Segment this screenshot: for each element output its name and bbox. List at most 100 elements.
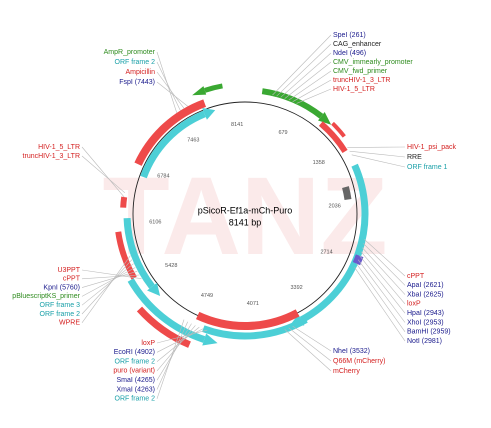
- ring-label: 2036: [329, 204, 341, 210]
- feature-label: ORF frame 2: [115, 396, 156, 403]
- leader-line: [288, 327, 332, 362]
- feature-label: cPPT: [63, 276, 81, 283]
- arrow-head: [318, 112, 332, 125]
- ring-label: 679: [278, 130, 287, 136]
- feature-arc: [299, 163, 369, 324]
- feature-label: Q66M (mCherry): [333, 358, 386, 365]
- feature-arc: [261, 88, 324, 119]
- leader-line: [156, 319, 185, 399]
- ring-label: 1358: [313, 160, 325, 166]
- leader-line: [81, 255, 131, 323]
- feature-label: ORF frame 2: [115, 358, 156, 365]
- feature-label: SpeI (261): [333, 32, 366, 39]
- ring-label: 3392: [290, 285, 302, 291]
- leader-line: [351, 154, 406, 168]
- feature-label: NdeI (496): [333, 50, 366, 57]
- feature-label: AmpR_promoter: [104, 49, 156, 56]
- feature-label: KpnI (5760): [43, 284, 80, 291]
- feature-label: ORF frame 1: [407, 164, 448, 171]
- feature-label: HIV-1_psi_pack: [407, 144, 457, 151]
- feature-label: Ampicillin: [125, 69, 155, 76]
- feature-arc: [331, 121, 346, 138]
- leader-line: [364, 239, 406, 277]
- leader-line: [81, 274, 140, 280]
- leader-line: [362, 247, 406, 295]
- ring-label: 4071: [247, 301, 259, 307]
- feature-arc: [352, 254, 364, 266]
- watermark: TANZ: [102, 155, 387, 278]
- feature-label: NheI (3532): [333, 348, 370, 355]
- feature-label: ORF frame 3: [40, 302, 81, 309]
- feature-arc: [195, 309, 300, 330]
- feature-label: loxP: [141, 340, 155, 347]
- feature-label: U3PPT: [57, 267, 80, 274]
- ring-label: 2714: [320, 249, 332, 255]
- feature-arc: [134, 99, 207, 166]
- ring-label: 6106: [149, 219, 161, 225]
- feature-arc: [342, 186, 352, 201]
- feature-label: XhoI (2953): [407, 319, 444, 326]
- feature-label: HIV-1_5_LTR: [333, 86, 375, 93]
- feature-label: CMV_fwd_primer: [333, 68, 388, 75]
- feature-label: CAG_enhancer: [333, 41, 382, 48]
- arrow-head: [202, 108, 216, 120]
- leader-line: [156, 321, 188, 390]
- leader-line: [363, 243, 406, 286]
- feature-arc: [127, 278, 206, 343]
- leader-line: [356, 263, 406, 332]
- leader-line: [357, 259, 406, 323]
- plasmid-name: pSicoR-Ef1a-mCh-Puro: [198, 205, 293, 215]
- feature-arc: [120, 196, 128, 208]
- arrow-head: [147, 282, 161, 296]
- leader-line: [156, 326, 200, 362]
- leader-line: [156, 328, 204, 353]
- arrow-head: [192, 86, 207, 96]
- feature-arc: [202, 316, 308, 340]
- ring-label: 6784: [157, 173, 169, 179]
- leader-line: [359, 255, 406, 314]
- leader-line: [156, 71, 185, 109]
- ring-label: 5428: [165, 263, 177, 269]
- leader-line: [354, 267, 406, 342]
- feature-label: ApaI (2621): [407, 282, 444, 289]
- feature-label: HpaI (2943): [407, 310, 444, 317]
- feature-arc: [140, 110, 206, 179]
- leader-line: [280, 52, 332, 98]
- feature-label: ORF frame 2: [115, 59, 156, 66]
- feature-label: truncHIV-1_3_LTR: [23, 153, 80, 160]
- feature-label: XmaI (4263): [116, 386, 155, 393]
- leader-line: [288, 70, 332, 101]
- leader-line: [81, 259, 133, 315]
- feature-label: HIV-1_5_LTR: [38, 144, 80, 151]
- arrow-head: [202, 333, 218, 346]
- leader-line: [81, 146, 125, 198]
- leader-line: [81, 267, 136, 297]
- leader-line: [81, 270, 138, 288]
- ring-label: 4749: [201, 293, 213, 299]
- leader-line: [276, 43, 332, 97]
- leader-line: [349, 150, 406, 158]
- leader-line: [284, 329, 332, 372]
- leader-line: [292, 79, 332, 102]
- feature-arc: [318, 121, 348, 154]
- feature-label: SmaI (4265): [116, 377, 155, 384]
- feature-label: EcoRI (4902): [114, 349, 155, 356]
- leader-line: [284, 61, 332, 99]
- leader-line: [156, 329, 208, 344]
- feature-label: pBluescriptKS_primer: [12, 293, 80, 300]
- feature-label: puro (variant): [113, 368, 155, 375]
- feature-label: truncHIV-1_3_LTR: [333, 77, 390, 84]
- leader-line: [156, 61, 181, 111]
- leader-line: [81, 269, 142, 279]
- leader-line: [156, 81, 188, 107]
- feature-label: NotI (2981): [407, 338, 442, 345]
- feature-label: BamHI (2959): [407, 329, 451, 336]
- feature-arc: [136, 306, 191, 348]
- feature-label: mCherry: [333, 368, 360, 375]
- leader-line: [347, 146, 406, 148]
- feature-label: FspI (7443): [119, 79, 155, 86]
- leader-line: [156, 325, 196, 372]
- leader-line: [81, 155, 126, 194]
- feature-label: ORF frame 2: [40, 311, 81, 318]
